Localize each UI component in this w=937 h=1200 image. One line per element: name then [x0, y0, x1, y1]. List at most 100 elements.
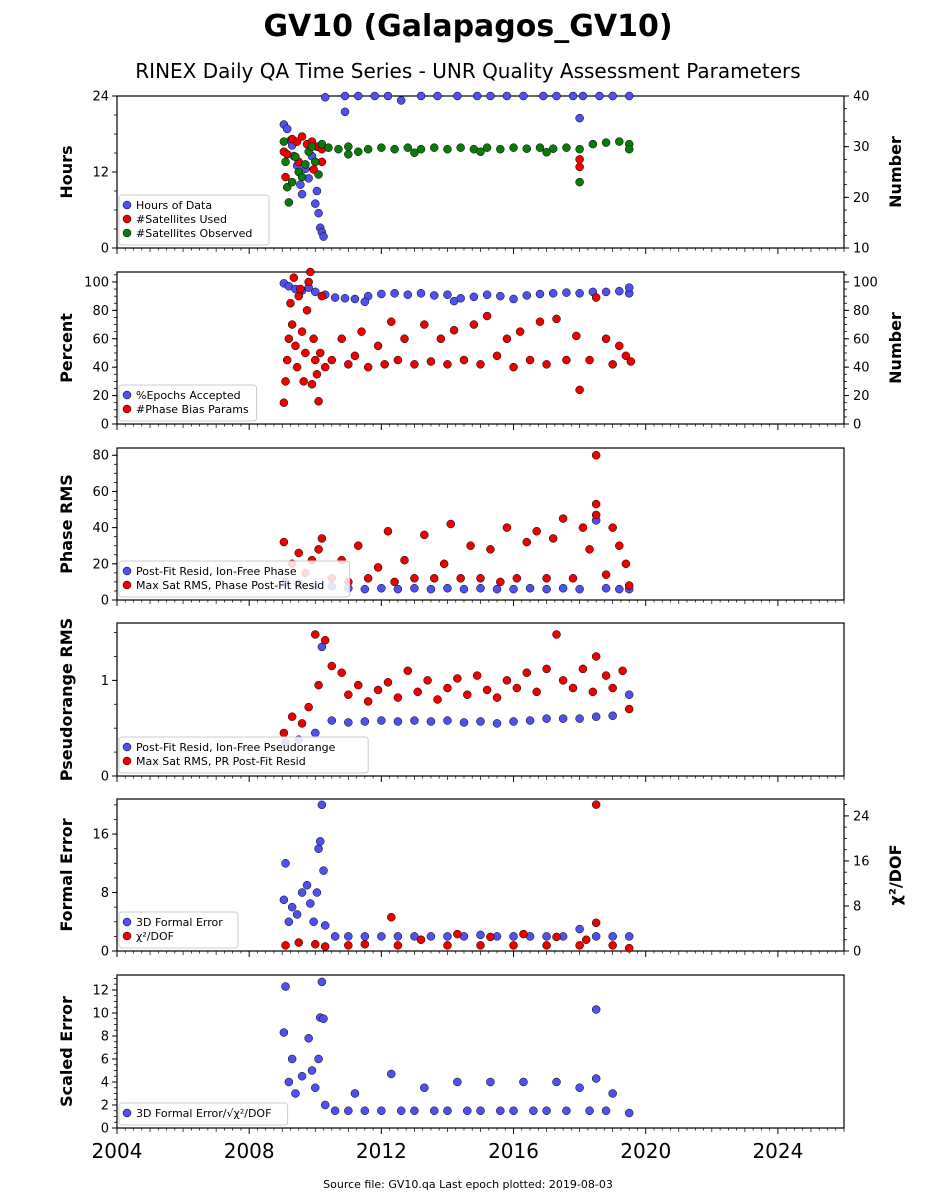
data-point-red [476, 941, 485, 950]
data-point-green [334, 144, 343, 154]
legend-marker [122, 931, 132, 941]
data-point-red [548, 534, 558, 543]
legend-label: 3D Formal Error [136, 916, 223, 929]
legend-box [118, 1102, 289, 1126]
data-point-red [608, 523, 617, 532]
y-right-axis-label: χ²/DOF [886, 845, 905, 906]
y-tick-label: 40 [92, 361, 109, 376]
data-point-red [297, 327, 307, 336]
data-point-blue [476, 1106, 485, 1115]
data-point-red [453, 674, 462, 683]
data-point-blue [320, 93, 330, 102]
data-point-blue [542, 1106, 551, 1115]
data-point-blue [309, 917, 318, 927]
data-point-blue [330, 293, 340, 302]
data-point-red [476, 574, 485, 583]
data-point-red [344, 941, 353, 950]
data-point-red [486, 932, 495, 942]
data-point-blue [340, 91, 350, 101]
data-point-red [299, 377, 308, 386]
data-point-green [297, 172, 307, 182]
data-point-blue [525, 583, 535, 593]
data-point-red [302, 306, 312, 315]
data-point-green [575, 177, 584, 187]
data-point-blue [453, 1077, 462, 1087]
data-point-red [291, 341, 300, 351]
data-point-green [301, 160, 310, 169]
data-point-red [608, 683, 617, 693]
data-point-blue [601, 1106, 611, 1115]
y-tick-label: 24 [92, 90, 109, 105]
data-point-red [429, 574, 439, 583]
data-point-blue [624, 283, 634, 292]
data-point-blue [585, 1106, 594, 1115]
data-point-blue [360, 1106, 370, 1115]
data-point-green [314, 170, 323, 179]
data-point-green [575, 144, 584, 154]
source-footer: Source file: GV10.qa Last epoch plotted:… [323, 1178, 613, 1191]
data-point-blue [377, 1106, 386, 1115]
y-tick-label: 40 [92, 521, 109, 536]
data-point-blue [463, 1106, 472, 1115]
y-tick-label: 4 [101, 1075, 109, 1090]
data-point-blue [330, 1106, 340, 1115]
data-point-red [296, 284, 305, 294]
data-point-red [387, 317, 396, 326]
data-point-blue [525, 716, 535, 725]
data-point-red [456, 574, 465, 583]
data-point-red [311, 939, 320, 949]
legend: Hours of Data#Satellites Used#Satellites… [118, 194, 270, 246]
data-point-red [317, 534, 327, 543]
data-point-blue [509, 584, 518, 594]
data-point-green [403, 143, 413, 152]
data-point-green [496, 144, 505, 154]
data-point-blue [340, 294, 350, 303]
y-right-tick-label: 0 [853, 418, 861, 433]
data-point-blue [360, 932, 370, 941]
data-point-red [360, 939, 370, 949]
x-tick-label: 2020 [620, 1139, 671, 1163]
data-point-red [512, 683, 522, 693]
legend-label: #Satellites Observed [136, 227, 252, 240]
data-point-blue [578, 91, 588, 101]
data-point-blue [416, 289, 426, 298]
data-point-blue [476, 717, 485, 726]
data-point-blue [410, 716, 419, 725]
data-point-red [443, 360, 452, 369]
data-point-blue [282, 124, 292, 134]
data-point-red [621, 559, 631, 569]
data-point-red [608, 941, 617, 950]
data-point-red [439, 559, 449, 569]
data-point-red [601, 334, 611, 344]
y-right-axis-label: Number [886, 312, 905, 384]
data-point-red [542, 941, 551, 950]
legend-label: Max Sat RMS, PR Post-Fit Resid [136, 755, 306, 768]
data-point-red [320, 942, 330, 951]
data-point-blue [542, 584, 551, 594]
y-tick-label: 20 [92, 389, 109, 404]
data-point-green [522, 144, 532, 153]
data-point-red [373, 563, 383, 572]
x-tick-label: 2012 [356, 1139, 407, 1163]
data-point-blue [558, 583, 568, 593]
data-point-blue [330, 932, 340, 941]
data-point-blue [393, 584, 403, 594]
data-point-blue [472, 91, 482, 101]
data-point-blue [360, 297, 370, 307]
y-tick-label: 80 [92, 304, 109, 319]
data-point-blue [486, 1077, 495, 1087]
data-point-blue [615, 286, 624, 296]
data-point-blue [426, 584, 436, 594]
data-point-blue [548, 289, 558, 298]
y-tick-label: 10 [92, 1006, 109, 1021]
data-point-blue [601, 287, 611, 297]
data-point-blue [306, 899, 315, 908]
data-point-red [320, 635, 330, 645]
data-point-red [353, 680, 363, 690]
data-point-red [282, 355, 292, 365]
data-point-blue [492, 584, 502, 594]
panel-4: 0 1 Pseudorange RMS Post-Fit Resid, Ion-Fre… [57, 618, 845, 785]
data-point-blue [396, 96, 406, 105]
